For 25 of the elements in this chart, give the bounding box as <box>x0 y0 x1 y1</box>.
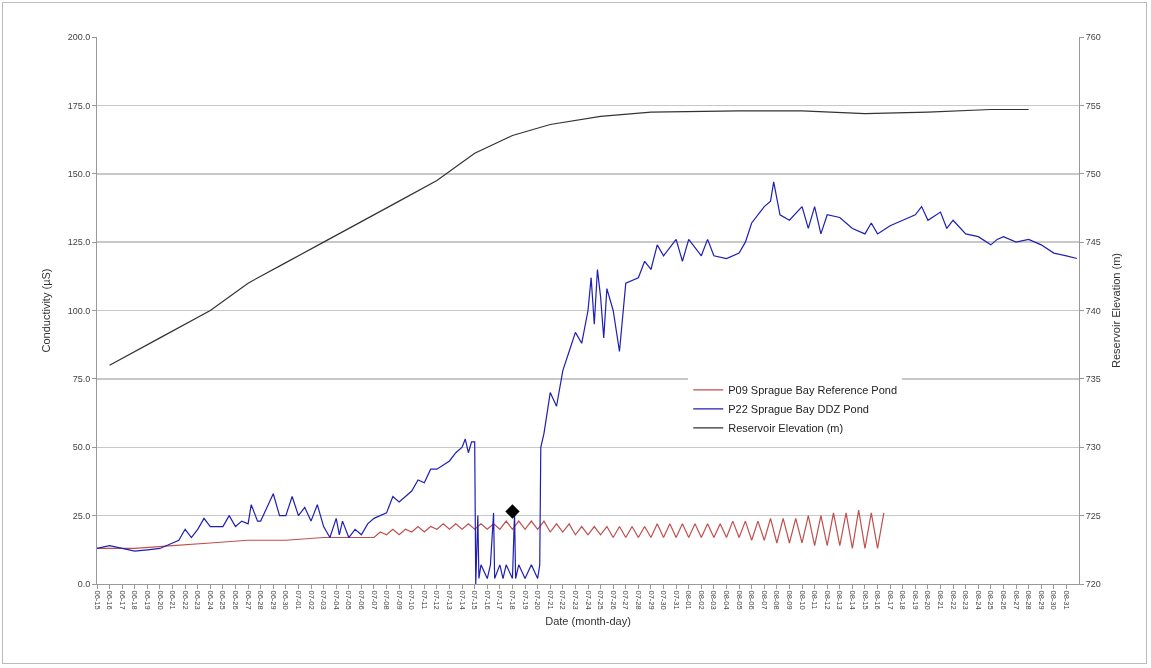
y2-tick-label: 750 <box>1085 168 1101 179</box>
y-tick-label: 100.0 <box>67 305 91 316</box>
legend-label: Reservoir Elevation (m) <box>728 422 844 435</box>
y-axis-title: Conductivity (µS) <box>40 268 53 353</box>
y2-axis-title: Reservoir Elevation (m) <box>1110 253 1123 368</box>
line-series <box>108 108 1030 366</box>
y-tick-label: 125.0 <box>67 237 91 248</box>
y-tick-label: 150.0 <box>67 168 91 179</box>
y-tick-label: 200.0 <box>67 32 91 43</box>
y-tick-label: 75.0 <box>72 374 91 385</box>
y2-tick-label: 725 <box>1085 510 1101 521</box>
y2-tick-label: 730 <box>1085 442 1101 453</box>
y2-tick-label: 735 <box>1085 374 1101 385</box>
legend-label: P22 Sprague Bay DDZ Pond <box>728 403 869 416</box>
y2-tick-label: 740 <box>1085 305 1101 316</box>
y2-tick-label: 745 <box>1085 237 1101 248</box>
y-tick-label: 175.0 <box>67 100 91 111</box>
y-tick-label: 50.0 <box>72 442 91 453</box>
x-axis-title: Date (month-day) <box>545 614 631 627</box>
y2-tick-label: 755 <box>1085 100 1101 111</box>
y-tick-label: 0.0 <box>77 579 91 590</box>
legend-label: P09 Sprague Bay Reference Pond <box>728 384 898 397</box>
y2-tick-label: 760 <box>1085 32 1101 43</box>
y-tick-label: 25.0 <box>72 510 91 521</box>
y2-tick-label: 720 <box>1085 579 1101 590</box>
